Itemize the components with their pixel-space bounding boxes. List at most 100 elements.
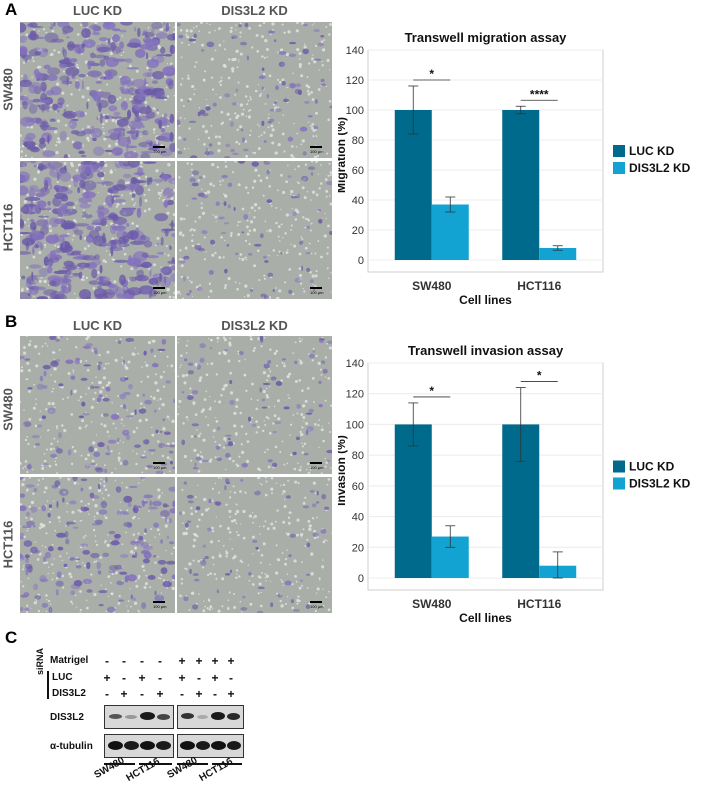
- stained-cell: [49, 167, 64, 178]
- pore: [207, 136, 211, 140]
- pore: [293, 122, 295, 125]
- stained-cell: [34, 244, 39, 249]
- stained-cell: [104, 135, 119, 139]
- pore: [253, 216, 256, 219]
- pore: [266, 416, 269, 419]
- pore: [289, 423, 293, 426]
- stained-cell: [198, 176, 203, 179]
- stained-cell: [231, 102, 238, 106]
- pore: [287, 248, 289, 251]
- pore: [202, 438, 206, 442]
- pore: [195, 25, 198, 28]
- pore: [253, 346, 257, 350]
- stained-cell: [118, 41, 125, 49]
- pore: [210, 362, 214, 366]
- pore: [54, 460, 57, 463]
- pore: [218, 81, 221, 84]
- stained-cell: [143, 240, 153, 248]
- stained-cell: [263, 161, 271, 165]
- pore: [313, 401, 315, 403]
- pore: [127, 610, 130, 612]
- pore: [61, 424, 64, 427]
- pore: [297, 165, 300, 168]
- stained-cell: [140, 234, 147, 241]
- pore: [258, 525, 261, 528]
- stained-cell: [288, 41, 297, 45]
- pore: [227, 599, 230, 602]
- pore: [59, 555, 62, 558]
- stained-cell: [30, 546, 38, 554]
- pore: [183, 217, 186, 221]
- stained-cell: [49, 118, 56, 122]
- stained-cell: [98, 37, 109, 42]
- pore: [278, 80, 282, 84]
- pore: [138, 610, 141, 613]
- stained-cell: [135, 539, 144, 547]
- pore: [321, 48, 326, 52]
- pore: [50, 374, 52, 376]
- pore: [54, 244, 57, 247]
- pore: [20, 525, 22, 527]
- pore: [103, 515, 106, 517]
- pore: [31, 76, 33, 79]
- pore: [203, 236, 206, 239]
- stained-cell: [157, 559, 167, 565]
- pore: [304, 544, 307, 547]
- stained-cell: [96, 99, 109, 109]
- pore: [298, 62, 303, 67]
- pore: [312, 135, 315, 138]
- pore: [173, 291, 175, 295]
- pore: [220, 79, 223, 82]
- stained-cell: [94, 467, 102, 471]
- pore: [22, 585, 25, 588]
- pore: [53, 437, 56, 440]
- cell-line-label: SW480: [165, 755, 200, 781]
- pore: [115, 427, 117, 429]
- pore: [219, 183, 222, 186]
- stained-cell: [29, 161, 37, 164]
- stained-cell: [155, 32, 168, 39]
- pore: [219, 83, 222, 87]
- stained-cell: [152, 178, 163, 183]
- pore: [300, 74, 304, 78]
- pore: [235, 49, 239, 53]
- pore: [42, 28, 46, 31]
- pore: [133, 204, 136, 207]
- pore: [292, 352, 295, 354]
- pore: [106, 543, 110, 548]
- stained-cell: [178, 34, 184, 39]
- pore: [83, 279, 86, 281]
- pore: [240, 443, 243, 446]
- stained-cell: [309, 279, 314, 284]
- pore: [114, 169, 116, 171]
- stained-cell: [93, 94, 102, 102]
- stained-cell: [306, 425, 314, 432]
- stained-cell: [164, 580, 169, 588]
- pore: [193, 538, 197, 542]
- stained-cell: [48, 606, 53, 613]
- sirna-label: siRNA: [35, 647, 45, 675]
- stained-cell: [261, 398, 266, 402]
- pore: [220, 235, 223, 239]
- stained-cell: [302, 23, 308, 27]
- y-tick-label: 60: [352, 165, 364, 177]
- stained-cell: [72, 526, 79, 529]
- pore: [227, 359, 231, 363]
- stained-cell: [152, 554, 157, 558]
- stained-cell: [94, 519, 103, 525]
- pore: [221, 577, 225, 581]
- pore: [330, 466, 332, 469]
- pore: [255, 420, 259, 423]
- pore: [299, 361, 303, 365]
- stained-cell: [181, 391, 185, 394]
- stained-cell: [91, 495, 100, 500]
- stained-cell: [113, 111, 121, 117]
- pore: [122, 51, 125, 54]
- pore: [138, 419, 142, 423]
- pore: [295, 580, 298, 583]
- stained-cell: [292, 609, 300, 612]
- pore: [258, 135, 261, 138]
- stained-cell: [98, 603, 104, 607]
- bar: [394, 110, 432, 260]
- stained-cell: [307, 115, 313, 118]
